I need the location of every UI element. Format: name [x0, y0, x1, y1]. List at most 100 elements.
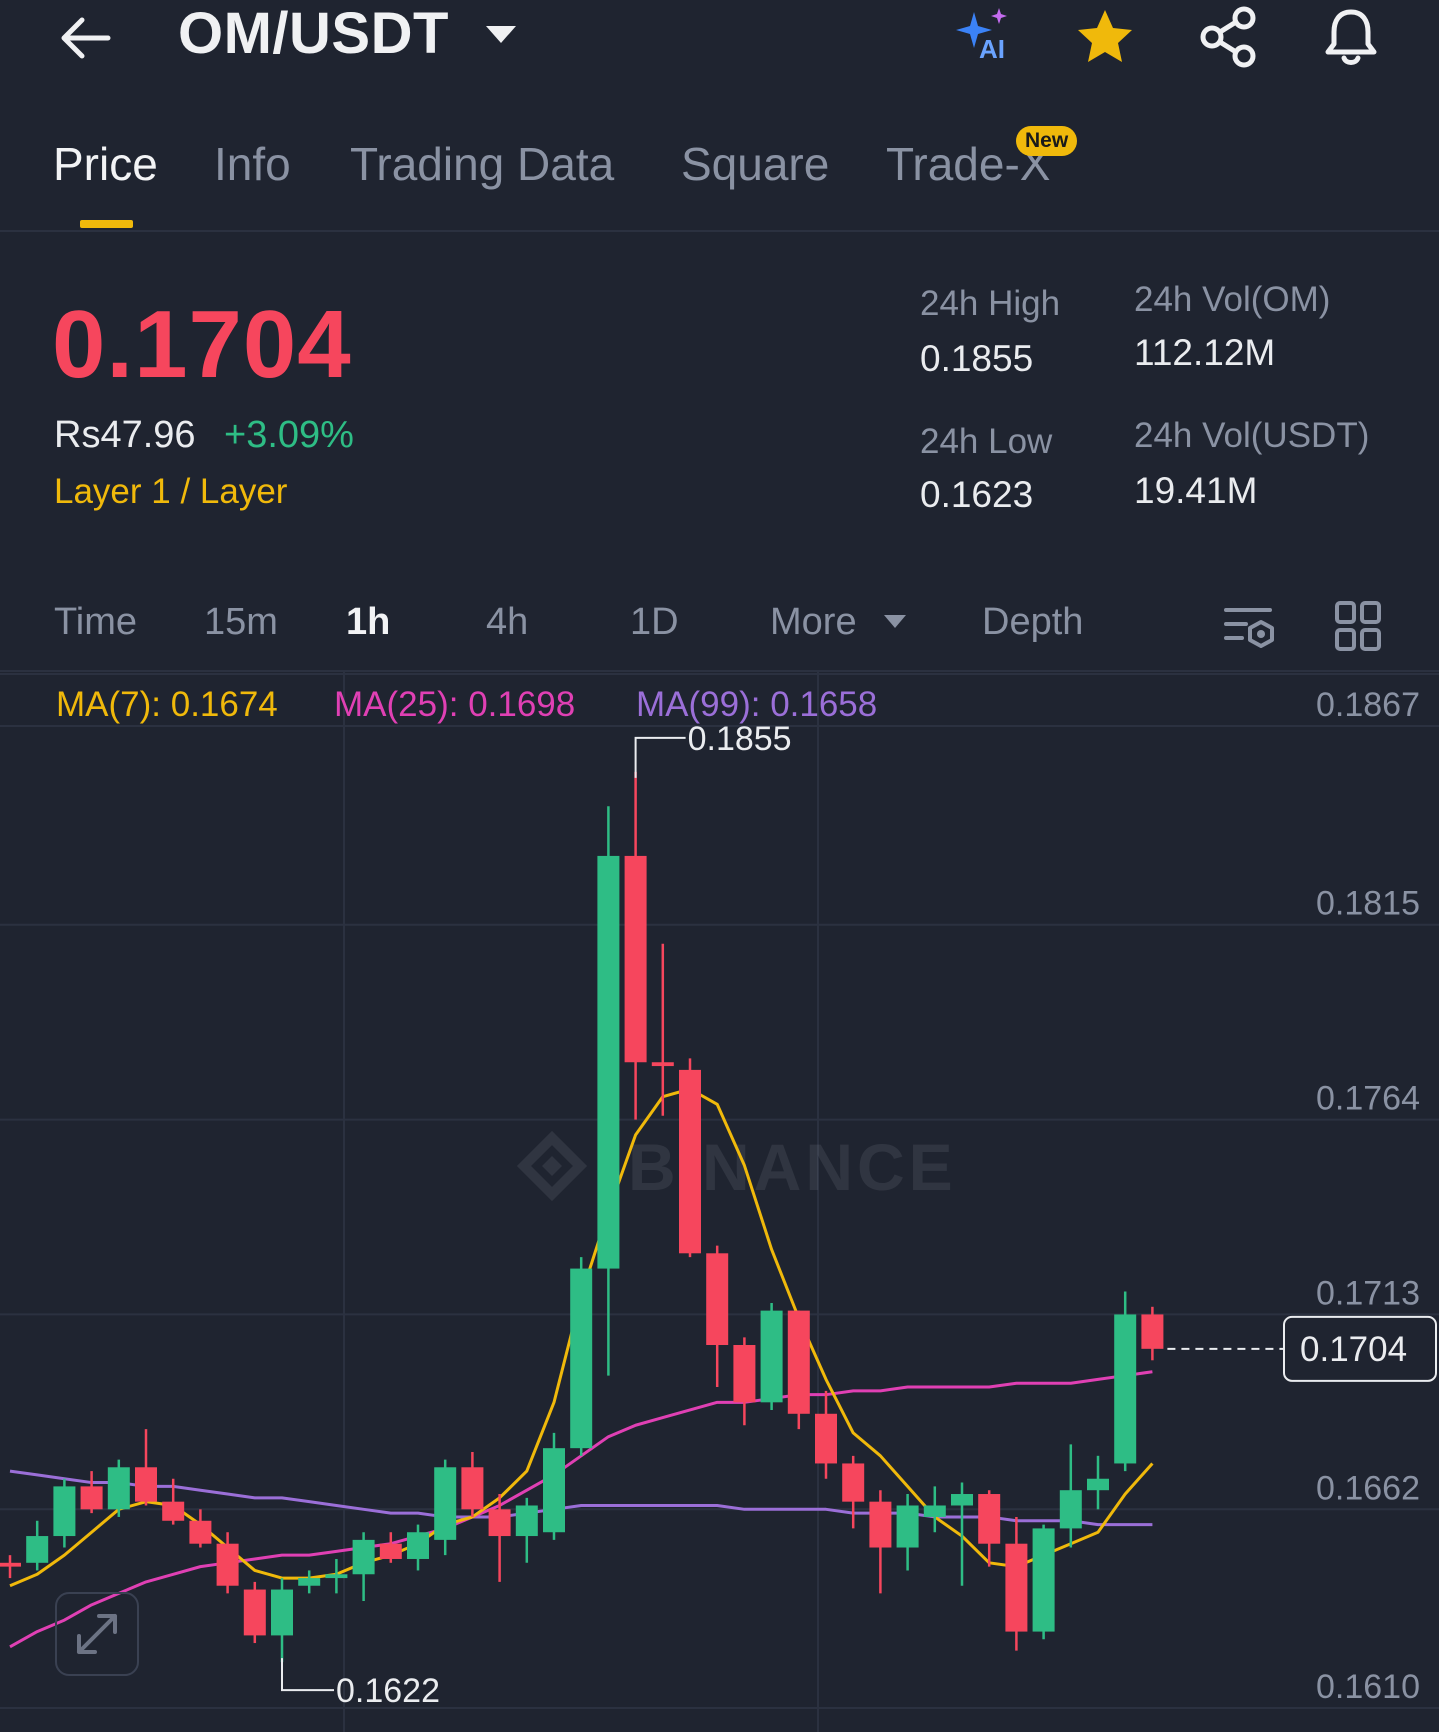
interval-15m[interactable]: 15m	[204, 601, 278, 643]
interval-4h[interactable]: 4h	[486, 601, 529, 643]
low-marker-label: 0.1622	[336, 1672, 440, 1710]
last-price: 0.1704	[52, 291, 352, 398]
candle-body	[1005, 1543, 1028, 1632]
new-badge: New	[1016, 126, 1078, 156]
vol-om-value: 112.12M	[1134, 332, 1276, 373]
vol-usdt-label: 24h Vol(USDT)	[1134, 416, 1370, 455]
candle-body	[543, 1448, 565, 1533]
vol-usdt-value: 19.41M	[1134, 470, 1258, 511]
candle-body	[679, 1069, 701, 1254]
depth-tab[interactable]: Depth	[982, 601, 1084, 643]
candle-body	[0, 1562, 21, 1567]
ai-label: AI	[979, 34, 1005, 64]
candle-body	[107, 1467, 130, 1510]
candle-body	[298, 1578, 321, 1586]
share-icon[interactable]	[1196, 4, 1262, 70]
tab-info[interactable]: Info	[214, 138, 291, 190]
candle-body	[135, 1467, 157, 1502]
ma25-legend: MA(25): 0.1698	[334, 685, 576, 724]
grid-layout-icon[interactable]	[1334, 600, 1382, 652]
watermark: BINANCE	[516, 1130, 957, 1204]
candle-body	[461, 1467, 484, 1510]
y-tick-label: 0.1867	[1316, 686, 1420, 724]
watermark-text: BINANCE	[628, 1130, 957, 1204]
candle-body	[706, 1253, 729, 1346]
candle-body	[325, 1574, 348, 1579]
y-tick-label: 0.1815	[1316, 885, 1420, 923]
candle-body	[896, 1505, 919, 1548]
indicator-settings-icon[interactable]	[1222, 600, 1278, 656]
candle-body	[216, 1543, 239, 1586]
interval-1d[interactable]: 1D	[630, 601, 679, 643]
candles	[0, 771, 1164, 1663]
candle-body	[1141, 1314, 1164, 1349]
fullscreen-button[interactable]	[55, 1592, 139, 1676]
candlestick-chart[interactable]: BINANCE 0.18670.18150.17640.17130.16620.…	[0, 672, 1439, 1732]
high-value: 0.1855	[920, 338, 1034, 379]
high-label: 24h High	[920, 284, 1061, 323]
back-arrow-icon[interactable]	[58, 8, 118, 68]
candle-body	[842, 1463, 865, 1502]
candle-body	[271, 1589, 293, 1636]
ma99-legend: MA(99): 0.1658	[636, 685, 878, 724]
candle-body	[243, 1589, 266, 1636]
tab-price[interactable]: Price	[53, 138, 158, 190]
chevron-down-icon[interactable]	[486, 26, 516, 43]
candle-body	[488, 1509, 511, 1537]
high-marker-line	[634, 736, 686, 778]
candle-body	[352, 1539, 375, 1575]
candle-body	[53, 1486, 76, 1537]
star-icon[interactable]	[1072, 4, 1138, 70]
candle-body	[434, 1467, 457, 1540]
fiat-price: Rs47.96	[54, 414, 196, 456]
interval-more[interactable]: More	[770, 601, 857, 643]
markers: 0.1855 0.1622 0.1704	[281, 720, 1437, 1710]
ma7-legend: MA(7): 0.1674	[56, 685, 278, 724]
low-label: 24h Low	[920, 422, 1053, 461]
candle-body	[80, 1486, 103, 1510]
y-tick-label: 0.1662	[1316, 1469, 1420, 1507]
current-price-box	[1283, 1315, 1437, 1382]
candle-body	[760, 1310, 783, 1403]
candle-body	[733, 1345, 756, 1403]
candle-body	[1114, 1314, 1137, 1464]
low-marker-line	[281, 1658, 334, 1692]
tab-square[interactable]: Square	[681, 138, 830, 190]
vol-om-label: 24h Vol(OM)	[1134, 280, 1331, 319]
y-tick-label: 0.1713	[1316, 1274, 1420, 1312]
pair-title[interactable]: OM/USDT	[178, 1, 449, 66]
candle-body	[515, 1505, 538, 1537]
ai-sparkle-icon[interactable]: AI	[952, 4, 1018, 70]
chart-grid	[0, 672, 1439, 1732]
interval-bar: Time 15m 1h 4h 1D More Depth	[0, 586, 1439, 672]
candle-body	[869, 1501, 892, 1548]
candle-body	[597, 855, 620, 1269]
candle-body	[162, 1501, 185, 1521]
candle-body	[787, 1310, 810, 1414]
candle-body	[951, 1494, 973, 1506]
candle-body	[379, 1543, 402, 1559]
candle-body	[26, 1536, 49, 1563]
candle-body	[815, 1413, 837, 1464]
candle-body	[651, 1062, 674, 1067]
top-bar: OM/USDT AI	[0, 0, 1439, 90]
y-tick-label: 0.1610	[1316, 1668, 1420, 1706]
y-tick-label: 0.1764	[1316, 1080, 1420, 1118]
chevron-down-icon[interactable]	[884, 615, 906, 628]
candle-body	[189, 1520, 212, 1544]
tab-bar: Price Info Trading Data Square Trade-X	[0, 126, 1439, 232]
candle-body	[1059, 1490, 1082, 1529]
candle-body	[624, 855, 647, 1063]
current-price-label: 0.1704	[1300, 1330, 1407, 1369]
interval-1h[interactable]: 1h	[346, 601, 391, 643]
candle-body	[978, 1494, 1001, 1544]
interval-time[interactable]: Time	[54, 601, 138, 643]
low-value: 0.1623	[920, 474, 1034, 515]
category-tag[interactable]: Layer 1 / Layer	[54, 472, 288, 511]
bell-icon[interactable]	[1318, 4, 1384, 70]
tab-trading-data[interactable]: Trading Data	[350, 138, 615, 190]
high-marker-label: 0.1855	[688, 720, 792, 758]
candle-body	[1032, 1528, 1055, 1632]
candle-body	[923, 1505, 946, 1517]
active-tab-indicator	[80, 220, 133, 228]
